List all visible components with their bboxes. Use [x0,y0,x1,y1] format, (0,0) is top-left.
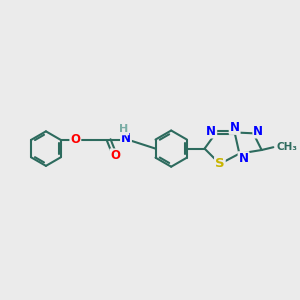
Text: CH₃: CH₃ [276,142,297,152]
Text: O: O [70,134,80,146]
Text: N: N [238,152,249,165]
Text: N: N [121,132,131,145]
Text: N: N [253,124,263,138]
Text: N: N [206,124,216,138]
Text: O: O [110,149,120,162]
Text: S: S [215,158,225,170]
Text: N: N [230,121,240,134]
Text: H: H [119,124,128,134]
